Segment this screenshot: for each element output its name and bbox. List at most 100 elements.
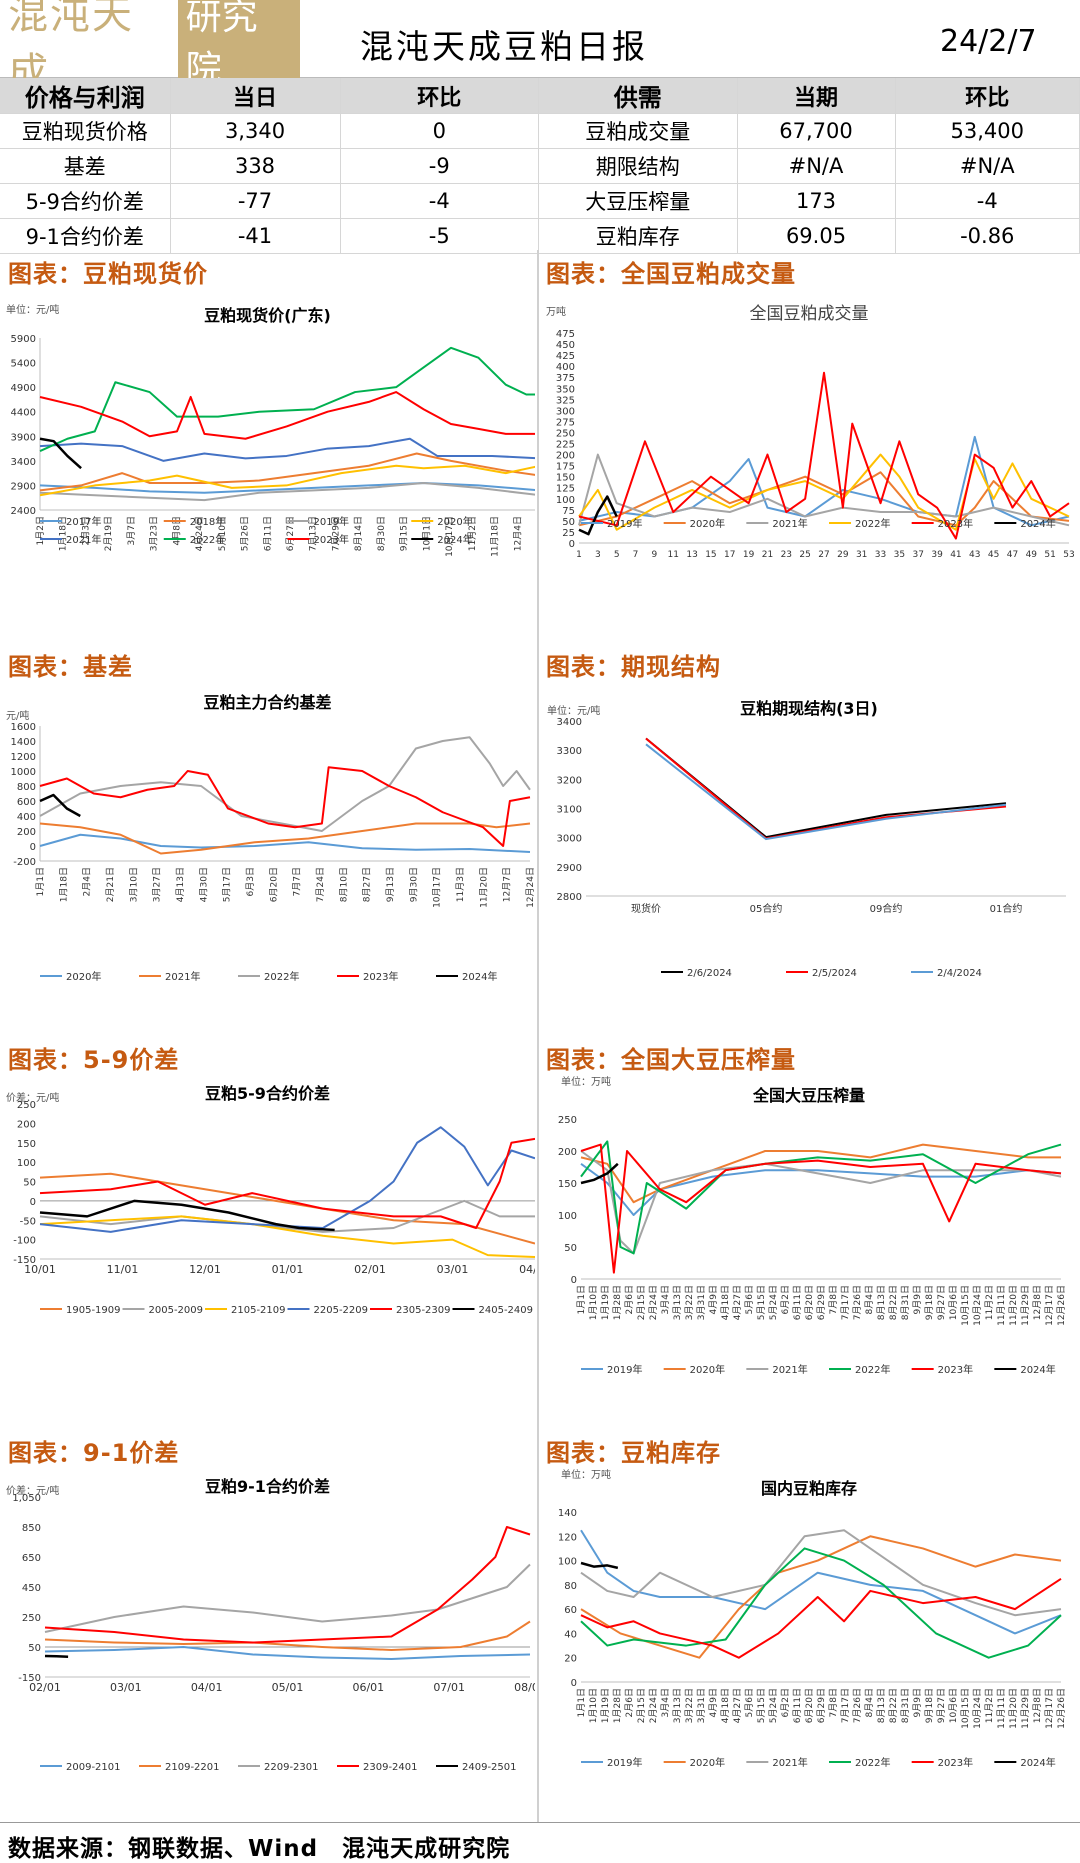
x-tick-label: 4月27日 <box>732 1688 743 1723</box>
x-tick-label: 25 <box>799 550 810 560</box>
y-tick-label: 300 <box>556 406 575 417</box>
x-tick-label: 6月20日 <box>804 1285 815 1320</box>
x-tick-label: 3月27日 <box>152 867 163 902</box>
legend-label: 2020年 <box>690 517 725 530</box>
y-tick-label: 1600 <box>11 722 36 733</box>
x-tick-label: 39 <box>931 550 943 560</box>
logo-text: 混沌天成 <box>8 0 134 96</box>
x-tick-label: 11月2日 <box>467 516 478 551</box>
y-tick-label: -50 <box>20 1216 36 1227</box>
x-tick-label: 7 <box>633 550 639 560</box>
series-line <box>39 481 535 494</box>
y-tick-label: 400 <box>556 362 575 373</box>
table-cell: 大豆压榨量 <box>539 183 738 219</box>
x-tick-label: 9月27日 <box>936 1688 947 1723</box>
y-tick-label: 450 <box>22 1583 41 1594</box>
table-cell: #N/A <box>737 148 896 184</box>
legend-label: 2022年 <box>855 517 890 530</box>
x-tick-label: 12月4日 <box>512 516 523 551</box>
x-tick-label: 10月24日 <box>972 1688 983 1729</box>
y-tick-label: 2800 <box>557 892 582 903</box>
series-line <box>580 1162 619 1185</box>
chart-9-1-spread: 豆粕9-1合约价差 价差：元/吨1,050 850 650 450 250 50 -15002… <box>6 1477 535 1773</box>
y-tick-label: 475 <box>556 329 575 340</box>
chart-title: 全国豆粕成交量 <box>750 304 869 324</box>
column-divider <box>537 250 539 1822</box>
legend-label: 2309-2401 <box>363 1762 418 1773</box>
y-tick-label: 100 <box>558 1557 577 1568</box>
x-tick-label: 10/01 <box>24 1263 56 1276</box>
series-line <box>580 1547 1062 1659</box>
x-tick-label: 8月13日 <box>876 1688 887 1723</box>
table-row: 大豆压榨量 173 -4 <box>539 183 1080 219</box>
table-cell: 9-1合约价差 <box>0 218 171 254</box>
x-tick-label: 9月9日 <box>912 1688 923 1717</box>
y-tick-label: 200 <box>558 1147 577 1158</box>
x-tick-label: 11/01 <box>107 1263 139 1276</box>
x-tick-label: 6月2日 <box>780 1688 791 1717</box>
x-tick-label: 12月8日 <box>1032 1285 1043 1320</box>
table-header: 环比 <box>340 78 539 114</box>
x-tick-label: 5月10日 <box>217 516 228 551</box>
y-tick-label: 250 <box>22 1613 41 1624</box>
table-row: 豆粕现货价格 3,340 0 <box>0 113 539 149</box>
x-tick-label: 11月3日 <box>455 867 466 902</box>
x-tick-label: 1月18日 <box>58 516 69 551</box>
legend-label: 2019年 <box>607 1363 642 1376</box>
table-row: 基差 338 -9 <box>0 148 539 184</box>
x-tick-label: 3月22日 <box>684 1688 695 1723</box>
x-tick-label: 6月11日 <box>792 1688 803 1723</box>
table-header: 当日 <box>170 78 341 114</box>
chart-spot-price: 豆粕现货价(广东) 单位：元/吨 5900 5400 4900 4400 3900 3400 2… <box>6 303 535 557</box>
y-tick-label: 5400 <box>11 359 36 370</box>
legend-label: 2021年 <box>772 517 807 530</box>
x-tick-label: 1月19日 <box>600 1688 611 1723</box>
legend-label: 2205-2209 <box>314 1305 369 1316</box>
x-tick-label: 12月17日 <box>1044 1285 1055 1326</box>
x-tick-label: 05/01 <box>272 1681 304 1694</box>
legend-label: 2105-2109 <box>231 1305 286 1316</box>
x-tick-label: 19 <box>743 550 755 560</box>
table-row: 9-1合约价差 -41 -5 <box>0 218 539 254</box>
x-tick-label: 1月2日 <box>35 516 46 545</box>
x-tick-label: 02/01 <box>29 1681 61 1694</box>
section-title-spot-price: 图表：豆粕现货价 <box>8 260 208 288</box>
legend-label: 2405-2409 <box>479 1305 534 1316</box>
series-line <box>578 471 1070 527</box>
table-cell: 0 <box>340 113 539 149</box>
legend-label: 2005-2009 <box>149 1305 204 1316</box>
x-tick-label: 10月24日 <box>972 1285 983 1326</box>
y-tick-label: 0 <box>30 1197 36 1208</box>
x-tick-label: 13 <box>686 550 697 560</box>
x-tick-label: 1月10日 <box>588 1285 599 1320</box>
legend-label: 2024年 <box>1020 517 1055 530</box>
y-tick-label: 4400 <box>11 408 36 419</box>
x-tick-label: 现货价 <box>631 902 661 915</box>
x-tick-label: 11月11日 <box>996 1688 1007 1729</box>
x-tick-label: 12月8日 <box>1032 1688 1043 1723</box>
legend-label: 2020年 <box>690 1756 725 1769</box>
x-tick-label: 1月1日 <box>576 1688 587 1717</box>
x-tick-label: 06/01 <box>352 1681 384 1694</box>
x-tick-label: 11月2日 <box>984 1285 995 1320</box>
x-tick-label: 2月6日 <box>624 1688 635 1717</box>
series-line <box>580 1143 1062 1274</box>
x-tick-label: 10月1日 <box>421 516 432 551</box>
table-row: 豆粕库存 69.05 -0.86 <box>539 218 1080 254</box>
legend-label: 2017年 <box>66 515 101 528</box>
table-cell: 53,400 <box>895 113 1080 149</box>
y-tick-label: 225 <box>556 440 575 451</box>
y-tick-label: 250 <box>17 1100 36 1111</box>
series-line <box>578 495 618 536</box>
x-tick-label: 5月24日 <box>768 1285 779 1320</box>
table-cell: 豆粕现货价格 <box>0 113 171 149</box>
legend-label: 2409-2501 <box>462 1762 517 1773</box>
x-tick-label: 11月29日 <box>1020 1285 1031 1326</box>
series-line <box>44 1526 531 1644</box>
table-cell: -77 <box>170 183 341 219</box>
